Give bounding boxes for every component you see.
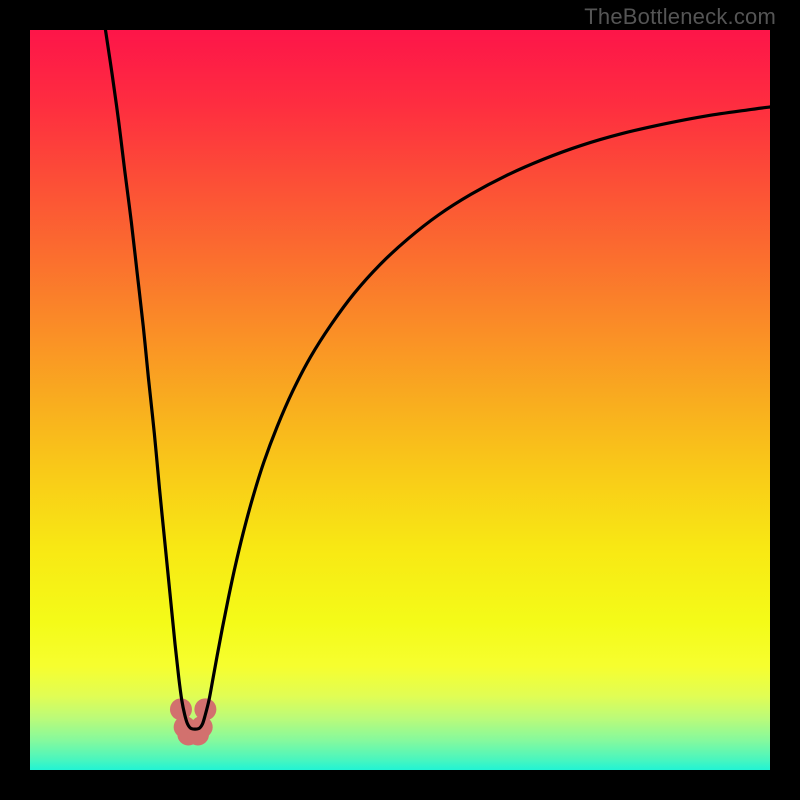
watermark-text: TheBottleneck.com bbox=[584, 4, 776, 30]
plot-area bbox=[30, 30, 770, 770]
root-container: TheBottleneck.com bbox=[0, 0, 800, 800]
plot-svg bbox=[30, 30, 770, 770]
gradient-background bbox=[30, 30, 770, 770]
